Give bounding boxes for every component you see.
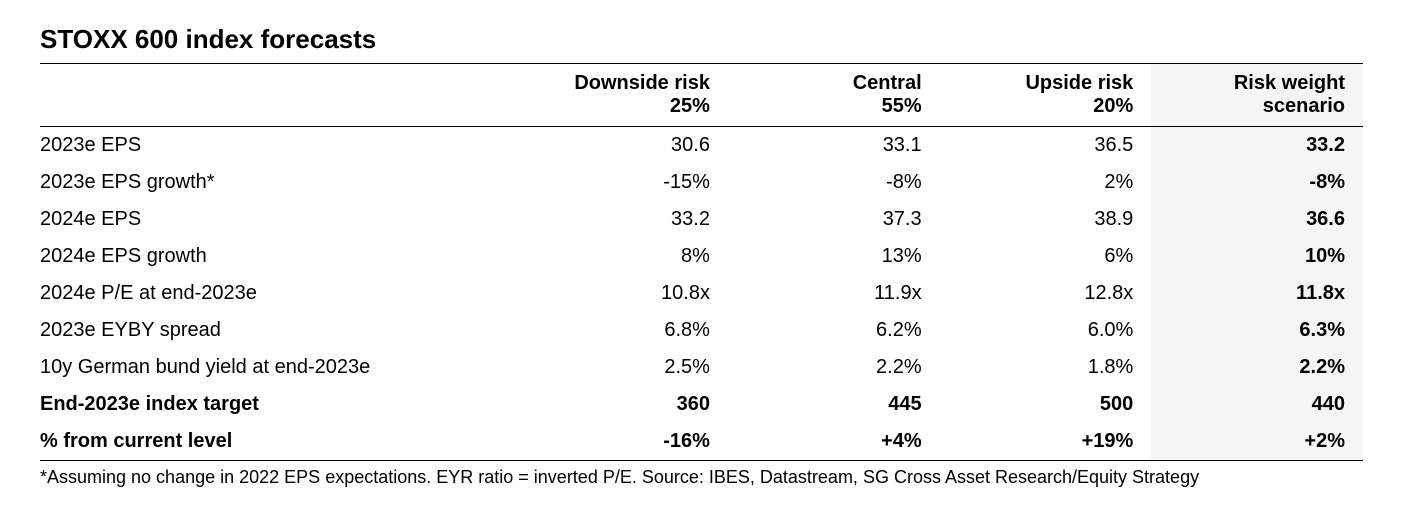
cell-downside: 8%	[516, 238, 728, 275]
table-row: 2024e EPS33.237.338.936.6	[40, 201, 1363, 238]
row-label: % from current level	[40, 423, 516, 461]
table-row: 2024e EPS growth8%13%6%10%	[40, 238, 1363, 275]
col-header-risk: Risk weight	[1151, 64, 1363, 96]
cell-risk-weight: 10%	[1151, 238, 1363, 275]
cell-upside: 12.8x	[940, 275, 1152, 312]
cell-downside: 33.2	[516, 201, 728, 238]
cell-risk-weight: 6.3%	[1151, 312, 1363, 349]
table-row: % from current level-16%+4%+19%+2%	[40, 423, 1363, 461]
cell-upside: 38.9	[940, 201, 1152, 238]
table-row: 2023e EPS30.633.136.533.2	[40, 127, 1363, 165]
col-weight-central: 55%	[728, 95, 940, 127]
cell-central: 445	[728, 386, 940, 423]
table-row: End-2023e index target360445500440	[40, 386, 1363, 423]
cell-upside: 2%	[940, 164, 1152, 201]
cell-risk-weight: 11.8x	[1151, 275, 1363, 312]
cell-upside: 6.0%	[940, 312, 1152, 349]
cell-upside: 500	[940, 386, 1152, 423]
cell-downside: 10.8x	[516, 275, 728, 312]
cell-downside: -15%	[516, 164, 728, 201]
row-label: 2024e EPS	[40, 201, 516, 238]
row-label: 2024e EPS growth	[40, 238, 516, 275]
cell-risk-weight: 2.2%	[1151, 349, 1363, 386]
table-row: 2024e P/E at end-2023e10.8x11.9x12.8x11.…	[40, 275, 1363, 312]
cell-central: 6.2%	[728, 312, 940, 349]
table-row: 2023e EYBY spread6.8%6.2%6.0%6.3%	[40, 312, 1363, 349]
cell-risk-weight: -8%	[1151, 164, 1363, 201]
row-label: 2023e EYBY spread	[40, 312, 516, 349]
row-label: 2024e P/E at end-2023e	[40, 275, 516, 312]
cell-central: 13%	[728, 238, 940, 275]
cell-downside: 360	[516, 386, 728, 423]
cell-central: 11.9x	[728, 275, 940, 312]
cell-downside: 30.6	[516, 127, 728, 165]
row-label: End-2023e index target	[40, 386, 516, 423]
col-subheader-blank	[40, 95, 516, 127]
table-row: 2023e EPS growth*-15%-8%2%-8%	[40, 164, 1363, 201]
forecast-table: Downside risk Central Upside risk Risk w…	[40, 63, 1363, 461]
table-row: 10y German bund yield at end-2023e2.5%2.…	[40, 349, 1363, 386]
table-title: STOXX 600 index forecasts	[40, 24, 1363, 55]
row-label: 10y German bund yield at end-2023e	[40, 349, 516, 386]
cell-risk-weight: 440	[1151, 386, 1363, 423]
cell-central: -8%	[728, 164, 940, 201]
cell-central: +4%	[728, 423, 940, 461]
cell-central: 33.1	[728, 127, 940, 165]
col-weight-upside: 20%	[940, 95, 1152, 127]
cell-risk-weight: +2%	[1151, 423, 1363, 461]
cell-upside: 36.5	[940, 127, 1152, 165]
cell-downside: -16%	[516, 423, 728, 461]
col-subheader-risk: scenario	[1151, 95, 1363, 127]
cell-upside: +19%	[940, 423, 1152, 461]
table-footnote: *Assuming no change in 2022 EPS expectat…	[40, 467, 1363, 488]
cell-central: 37.3	[728, 201, 940, 238]
cell-upside: 6%	[940, 238, 1152, 275]
cell-downside: 2.5%	[516, 349, 728, 386]
cell-upside: 1.8%	[940, 349, 1152, 386]
col-header-downside: Downside risk	[516, 64, 728, 96]
col-weight-downside: 25%	[516, 95, 728, 127]
col-header-central: Central	[728, 64, 940, 96]
row-label: 2023e EPS	[40, 127, 516, 165]
cell-risk-weight: 36.6	[1151, 201, 1363, 238]
cell-downside: 6.8%	[516, 312, 728, 349]
col-header-upside: Upside risk	[940, 64, 1152, 96]
row-label: 2023e EPS growth*	[40, 164, 516, 201]
cell-risk-weight: 33.2	[1151, 127, 1363, 165]
cell-central: 2.2%	[728, 349, 940, 386]
col-header-blank	[40, 64, 516, 96]
